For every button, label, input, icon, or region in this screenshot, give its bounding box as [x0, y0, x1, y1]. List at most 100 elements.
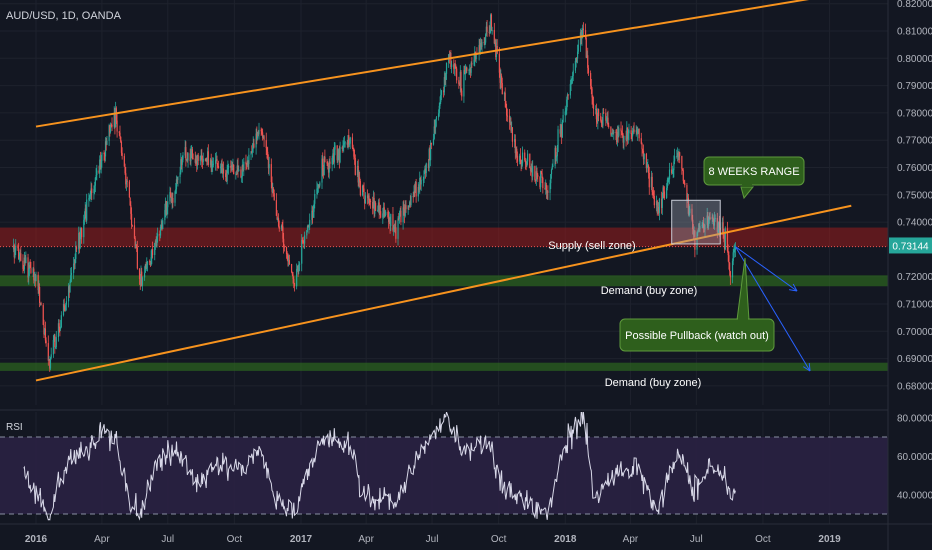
candle-body — [38, 287, 40, 291]
candle-body — [377, 209, 379, 211]
candle-body — [42, 305, 44, 325]
candle-body — [505, 100, 507, 108]
candle-body — [586, 55, 588, 58]
candle-body — [302, 240, 304, 243]
candle-body — [439, 102, 441, 106]
candle-body — [329, 161, 331, 164]
candle-body — [699, 225, 701, 230]
time-tick-label: 2017 — [290, 534, 313, 545]
candle-body — [582, 28, 584, 33]
candle-body — [648, 172, 650, 188]
candle-body — [331, 158, 333, 164]
candle-body — [126, 180, 128, 182]
candle-body — [85, 208, 87, 221]
price-axis[interactable]: 0.82000 0.81000 0.80000 0.79000 0.78000 0.770… — [889, 0, 932, 392]
time-axis[interactable]: 2016 Apr Jul Oct 2017 Apr Jul Oct 2018 Apr Jul Oct 2… — [25, 534, 841, 545]
candle-body — [37, 274, 39, 291]
candle-body — [676, 152, 679, 156]
candle-body — [667, 179, 669, 181]
candle-body — [532, 165, 534, 177]
candle-body — [328, 161, 330, 173]
candle-body — [666, 187, 668, 198]
candle-body — [671, 172, 674, 174]
candle-body — [510, 122, 512, 131]
candle-body — [88, 198, 90, 200]
candle-body — [258, 129, 260, 135]
candle-body — [225, 173, 227, 178]
candle-body — [425, 163, 427, 174]
candle-body — [89, 195, 91, 197]
candle-body — [577, 44, 579, 52]
candle-body — [75, 247, 77, 259]
candle-body — [709, 217, 711, 220]
price-tick-label: 0.81000 — [897, 27, 932, 38]
candle-body — [271, 182, 273, 192]
candle-body — [544, 188, 546, 190]
candle-body — [167, 201, 169, 208]
candle-body — [343, 143, 346, 145]
candle-body — [83, 219, 85, 238]
candle-body — [237, 165, 239, 172]
candle-body — [470, 63, 472, 73]
rsi-axis[interactable]: 80.0000 60.0000 40.0000 — [897, 413, 932, 501]
callout-box — [619, 318, 775, 352]
candle-body — [60, 327, 62, 329]
time-tick-label: Apr — [94, 534, 110, 545]
candle-body — [44, 328, 46, 335]
zone-label: Demand (buy zone) — [601, 285, 698, 297]
last-price-label: 0.73144 — [892, 241, 929, 252]
candle-body — [587, 67, 590, 74]
candle-body — [277, 218, 280, 227]
time-tick-label: Oct — [227, 534, 243, 545]
candle-body — [418, 187, 420, 191]
candle-body — [156, 236, 158, 246]
candle-body — [298, 264, 300, 271]
candle-body — [625, 135, 627, 140]
candle-body — [88, 195, 91, 199]
candle-body — [95, 175, 97, 178]
candle-body — [449, 53, 451, 57]
candle-body — [697, 231, 699, 233]
candle-body — [291, 272, 293, 275]
candle-body — [590, 85, 592, 89]
candle-body — [369, 200, 372, 203]
time-tick-label: 2018 — [554, 534, 577, 545]
candle-body — [317, 184, 319, 189]
candle-body — [681, 155, 683, 169]
candle-body — [407, 205, 409, 210]
candle-body — [608, 125, 610, 127]
candle-body — [678, 152, 680, 158]
candle-body — [412, 196, 414, 198]
price-tick-label: 0.68000 — [897, 381, 932, 392]
candle-body — [468, 69, 470, 71]
candle-body — [18, 248, 20, 260]
candle-body — [272, 188, 275, 194]
candle-body — [170, 192, 172, 198]
candle-body — [22, 260, 24, 269]
candle-body — [68, 286, 70, 293]
candle-body — [238, 169, 240, 172]
candle-body — [399, 210, 401, 213]
candle-body — [513, 139, 516, 142]
candle-body — [236, 165, 238, 175]
candle-body — [105, 141, 107, 145]
candle-body — [529, 167, 532, 172]
candle-body — [618, 128, 620, 136]
candle-body — [671, 169, 673, 174]
candle-body — [642, 151, 645, 160]
candle-body — [235, 173, 237, 175]
candle-body — [103, 152, 105, 154]
candle-body — [74, 258, 76, 264]
candle-body — [499, 72, 501, 83]
candle-body — [623, 135, 625, 143]
candle-body — [301, 240, 303, 264]
candle-body — [525, 162, 527, 165]
candle-body — [201, 161, 204, 163]
candle-body — [557, 129, 559, 153]
candle-body — [641, 143, 643, 150]
candle-body — [702, 223, 705, 228]
candle-body — [463, 70, 465, 97]
candle-body — [393, 228, 396, 230]
candle-body — [500, 75, 502, 83]
candle-body — [265, 140, 267, 149]
